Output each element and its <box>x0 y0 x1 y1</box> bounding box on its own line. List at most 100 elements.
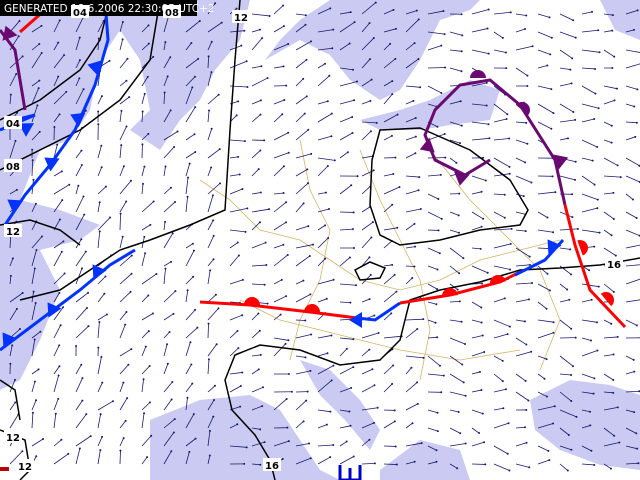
wind-arrow-head <box>265 264 268 267</box>
wind-arrow <box>185 364 192 375</box>
wind-arrow <box>31 105 38 123</box>
wind-arrow-head <box>309 293 312 296</box>
cold-symbol <box>2 25 18 41</box>
wind-arrow <box>273 244 284 249</box>
wind-arrow <box>141 253 146 267</box>
wind-arrow-head <box>308 254 311 257</box>
wind-arrow-head <box>259 428 262 431</box>
wind-arrow <box>493 243 511 249</box>
wind-arrow <box>559 31 576 38</box>
wind-arrow-head <box>487 52 490 55</box>
wind-arrow <box>229 314 243 321</box>
wind-arrow-head <box>285 295 288 298</box>
wind-arrow <box>273 222 287 231</box>
wind-arrow-head <box>458 300 461 303</box>
wind-arrow-head <box>596 145 599 148</box>
wind-arrow-head <box>152 55 155 58</box>
wind-arrow <box>537 445 549 452</box>
wind-arrow-head <box>567 434 570 437</box>
wind-arrow-head <box>155 272 158 275</box>
wind-arrow-head <box>220 21 223 24</box>
wind-arrow <box>339 387 352 393</box>
wind-arrow <box>559 67 571 71</box>
wind-arrow <box>229 445 247 448</box>
wind-arrow-head <box>393 420 396 423</box>
wind-arrow-head <box>98 230 101 233</box>
wind-arrow-head <box>308 442 311 445</box>
wind-arrow-head <box>213 384 216 387</box>
wind-arrow <box>229 174 240 177</box>
wind-arrow <box>75 325 89 339</box>
wind-arrow-head <box>593 118 596 121</box>
wind-arrow <box>185 309 196 321</box>
wind-arrow-head <box>574 118 577 121</box>
wind-arrow-head <box>439 173 442 176</box>
wind-arrow <box>185 451 190 465</box>
wind-arrow <box>207 259 214 267</box>
wind-arrow-head <box>596 321 599 324</box>
wind-arrow-head <box>130 272 133 275</box>
wind-arrow-head <box>392 8 395 11</box>
wind-arrow <box>405 461 415 465</box>
wind-arrow <box>449 355 463 365</box>
wind-arrow-head <box>324 62 327 65</box>
wind-arrow-head <box>286 253 289 256</box>
wind-arrow-head <box>191 242 194 245</box>
wind-arrow <box>31 438 44 447</box>
wind-arrow-head <box>80 363 83 366</box>
wind-arrow-head <box>147 330 150 333</box>
wind-arrow <box>317 225 326 231</box>
wind-arrow <box>603 13 613 16</box>
wind-arrow-head <box>151 312 154 315</box>
wind-arrow <box>53 375 59 393</box>
wind-arrow <box>361 384 375 393</box>
wind-arrow-head <box>395 290 398 293</box>
wind-arrow-head <box>309 369 312 372</box>
wind-arrow <box>493 193 505 196</box>
wind-arrow <box>625 445 638 450</box>
wind-arrow <box>581 337 592 341</box>
wind-arrow-head <box>348 410 351 413</box>
wind-arrow <box>625 85 638 90</box>
wind-arrow-head <box>508 172 511 175</box>
west-med <box>150 395 340 480</box>
wind-arrow-head <box>611 66 614 69</box>
wind-arrow <box>493 407 504 411</box>
wind-arrow <box>405 422 413 429</box>
wind-arrow-head <box>98 201 101 204</box>
wind-arrow <box>207 94 219 105</box>
wind-arrow-head <box>279 313 282 316</box>
wind-arrow-head <box>480 389 483 392</box>
wind-arrow <box>141 133 149 141</box>
wind-arrow-head <box>58 365 61 368</box>
wind-arrow-head <box>60 438 63 441</box>
wind-arrow-head <box>329 7 332 10</box>
wind-arrow-head <box>510 227 513 230</box>
wind-arrow <box>383 204 393 213</box>
wind-arrow-head <box>259 113 262 116</box>
wind-arrow-head <box>327 236 330 239</box>
wind-arrow-head <box>78 36 81 39</box>
wind-arrow-head <box>413 460 416 463</box>
wind-arrow-head <box>589 410 592 413</box>
wind-arrow-head <box>389 42 392 45</box>
wind-arrow <box>405 175 420 178</box>
wind-arrow-head <box>237 100 240 103</box>
cold-symbol <box>70 112 86 128</box>
wind-arrow-head <box>435 460 438 463</box>
wind-arrow <box>163 363 169 375</box>
wind-arrow <box>581 193 598 200</box>
wind-arrow <box>603 139 612 144</box>
wind-arrow <box>119 397 128 411</box>
wind-arrow <box>537 85 552 90</box>
wind-arrow <box>339 348 348 357</box>
wind-arrow-head <box>459 100 462 103</box>
wind-arrow-head <box>164 220 167 223</box>
wind-arrow <box>295 255 311 267</box>
wind-arrow-head <box>207 322 210 325</box>
wind-arrow <box>537 319 554 323</box>
wind-arrow <box>53 91 67 105</box>
wind-arrow <box>295 443 310 447</box>
wind-arrow <box>163 381 173 393</box>
wind-arrow-head <box>152 200 155 203</box>
